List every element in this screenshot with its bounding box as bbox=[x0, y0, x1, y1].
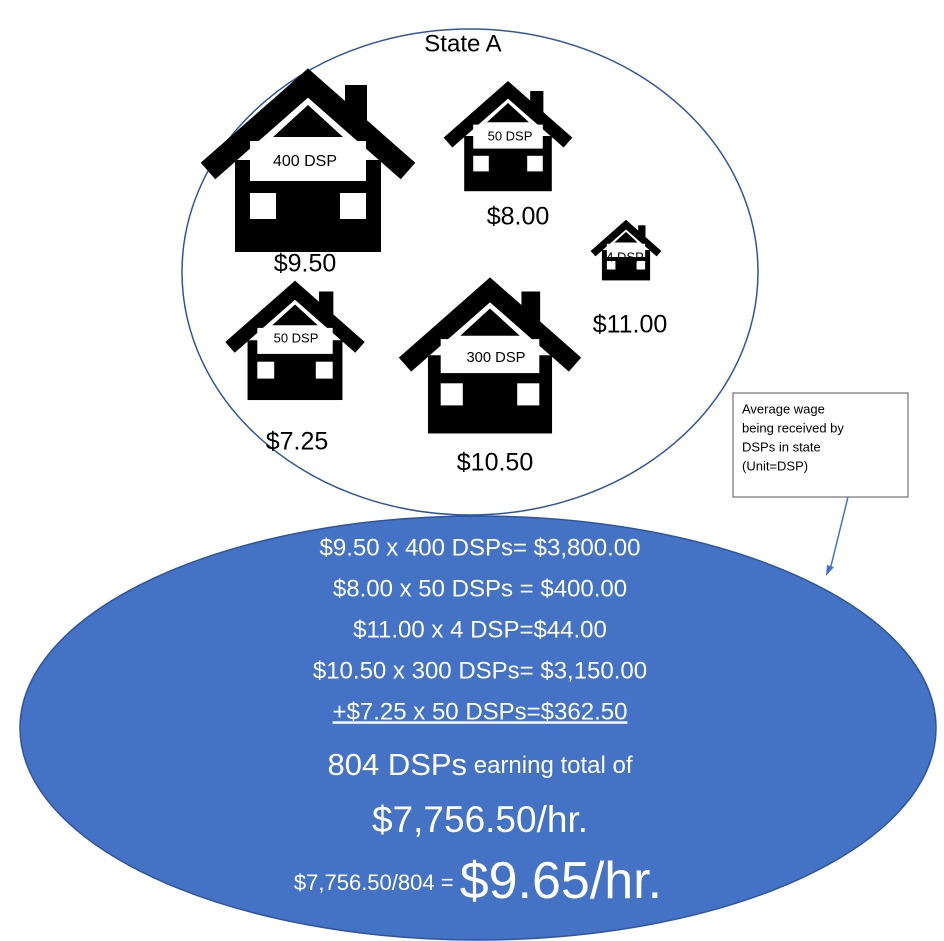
attic bbox=[614, 231, 638, 243]
window bbox=[473, 155, 489, 172]
window bbox=[527, 155, 543, 172]
window bbox=[250, 193, 276, 219]
total: $7,756.50/hr. bbox=[372, 799, 588, 840]
house bbox=[225, 280, 365, 401]
house-wage: $9.50 bbox=[274, 250, 337, 278]
window bbox=[517, 383, 540, 406]
calculation-line: $11.00 x 4 DSP=$44.00 bbox=[353, 616, 607, 643]
attic bbox=[460, 308, 520, 336]
summary-ellipse bbox=[19, 515, 937, 941]
note-box bbox=[732, 392, 909, 498]
roof bbox=[225, 280, 365, 353]
house-label: 300 DSP bbox=[466, 350, 525, 366]
result: $9.65/hr. bbox=[460, 852, 662, 910]
label-box bbox=[257, 327, 333, 354]
state-title: State A bbox=[424, 30, 501, 57]
roof bbox=[443, 81, 573, 148]
house bbox=[590, 219, 662, 281]
result-line: $7,756.50/804 = $9.65/hr. bbox=[294, 852, 662, 910]
house-wage: $10.50 bbox=[457, 449, 533, 477]
label-box bbox=[473, 124, 543, 149]
note-line: being received by bbox=[742, 420, 844, 435]
roof bbox=[590, 219, 662, 257]
attic bbox=[273, 105, 343, 137]
house-label: 4 DSP bbox=[606, 249, 644, 264]
note-line: DSPs in state bbox=[742, 439, 821, 454]
window bbox=[440, 383, 463, 406]
chimney bbox=[638, 225, 646, 241]
note-line: (Unit=DSP) bbox=[742, 458, 808, 473]
note-arrow bbox=[829, 496, 849, 571]
window bbox=[340, 193, 366, 219]
division: $7,756.50/804 bbox=[294, 870, 435, 895]
calculation-line: $8.00 x 50 DSPs = $400.00 bbox=[333, 575, 627, 602]
house-wage: $11.00 bbox=[593, 311, 668, 339]
house bbox=[443, 81, 573, 192]
house-wage: $8.00 bbox=[487, 203, 550, 231]
roof bbox=[200, 68, 416, 180]
calculation-line: +$7.25 x 50 DSPs=$362.50 bbox=[333, 698, 628, 725]
summary-line: 804 DSPs earning total of bbox=[327, 747, 632, 782]
window bbox=[257, 361, 275, 379]
house bbox=[200, 68, 416, 252]
attic bbox=[487, 103, 529, 123]
window bbox=[315, 361, 333, 379]
equals: = bbox=[435, 870, 460, 895]
house-wage: $7.25 bbox=[266, 428, 329, 456]
label-box bbox=[440, 339, 540, 374]
label-box bbox=[606, 243, 646, 257]
note: Average wage being received by DSPs in sta… bbox=[742, 401, 844, 473]
note-line: Average wage bbox=[742, 401, 825, 416]
house-label: 50 DSP bbox=[274, 330, 319, 345]
calculation-line: $10.50 x 300 DSPs= $3,150.00 bbox=[313, 657, 647, 684]
arrow-head bbox=[826, 565, 834, 576]
calculations: $9.50 x 400 DSPs= $3,800.00 $8.00 x 50 DS… bbox=[313, 534, 647, 725]
label-box bbox=[250, 141, 366, 181]
houses: 400 DSP $9.50 50 DSP $8.00 4 DSP $11.00 50 DSP… bbox=[200, 68, 668, 477]
house bbox=[398, 277, 582, 434]
house-label: 400 DSP bbox=[273, 153, 337, 170]
window bbox=[636, 260, 646, 270]
attic bbox=[272, 304, 318, 326]
roof bbox=[398, 277, 582, 372]
window bbox=[606, 260, 616, 270]
house-label: 50 DSP bbox=[488, 128, 533, 143]
calculation-line: $9.50 x 400 DSPs= $3,800.00 bbox=[320, 534, 641, 561]
dsp-count: 804 DSPs bbox=[327, 747, 467, 782]
summary-text: earning total of bbox=[467, 752, 633, 779]
